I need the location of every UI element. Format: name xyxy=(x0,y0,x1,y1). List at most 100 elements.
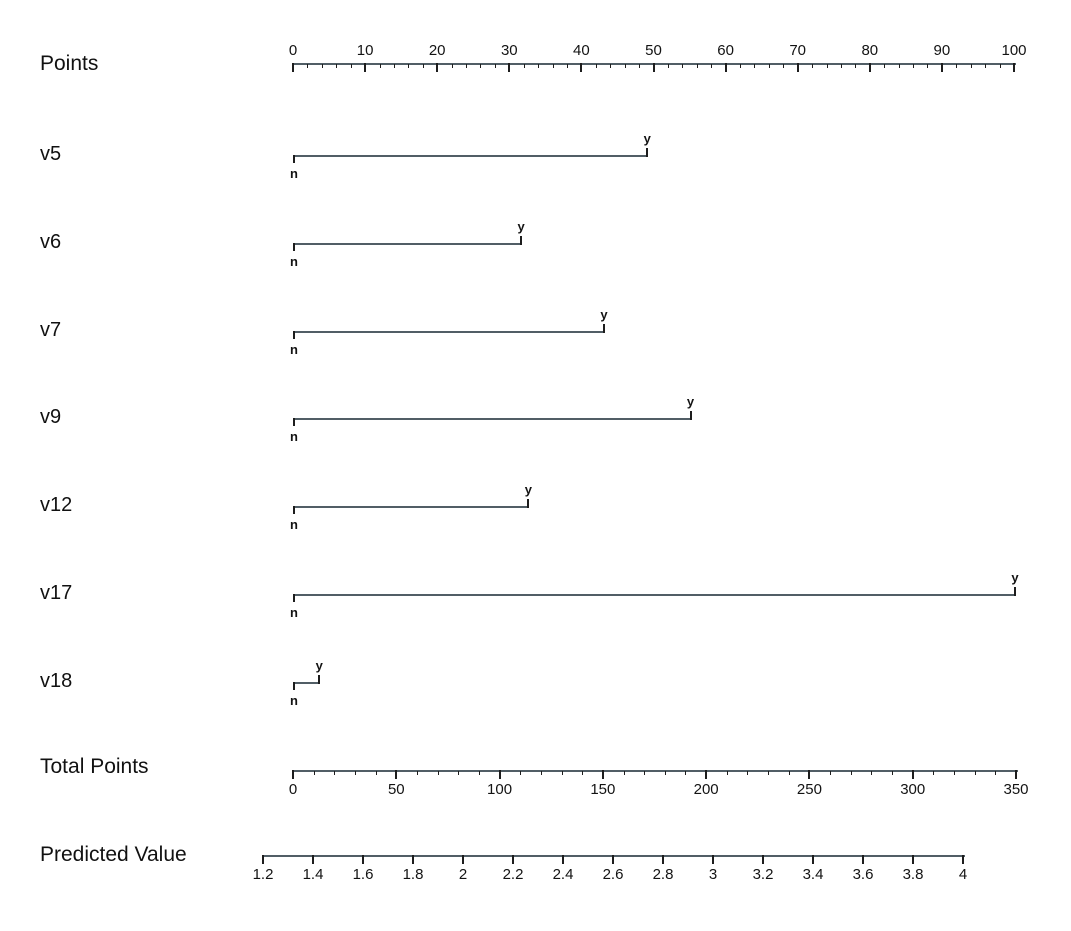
variable-low-tick xyxy=(293,506,295,514)
axis-minor-tick xyxy=(985,64,987,68)
axis-tick-label: 100 xyxy=(1001,42,1027,59)
variable-high-label: y xyxy=(315,658,323,673)
axis-minor-tick xyxy=(354,771,356,775)
variable-low-tick xyxy=(293,418,295,426)
variable-line xyxy=(293,682,321,684)
axis-major-tick xyxy=(762,855,764,864)
axis-major-tick xyxy=(612,855,614,864)
axis-tick-label: 90 xyxy=(933,42,951,59)
variable-low-tick xyxy=(293,594,295,602)
axis-tick-label: 4 xyxy=(958,866,968,883)
axis-minor-tick xyxy=(375,771,377,775)
axis-minor-tick xyxy=(892,771,894,775)
variable-low-tick xyxy=(293,243,295,251)
variable-low-label: n xyxy=(290,517,298,532)
axis-major-tick xyxy=(512,855,514,864)
axis-minor-tick xyxy=(422,64,424,68)
axis-tick-label: 1.6 xyxy=(352,866,374,883)
axis-major-tick xyxy=(962,855,964,864)
axis-major-tick xyxy=(580,63,583,72)
axis-tick-label: 60 xyxy=(717,42,734,59)
axis-tick-label: 150 xyxy=(590,781,616,798)
axis-major-tick xyxy=(808,770,811,779)
axis-tick-label: 1.2 xyxy=(252,866,274,883)
axis-tick-label: 2.8 xyxy=(652,866,674,883)
axis-minor-tick xyxy=(561,771,563,775)
variable-high-tick xyxy=(527,499,530,508)
axis-minor-tick xyxy=(437,771,439,775)
axis-line xyxy=(293,63,1016,65)
axis-tick-label: 20 xyxy=(428,42,446,59)
axis-line xyxy=(293,770,1018,772)
axis-tick-label: 3.4 xyxy=(802,866,824,883)
axis-major-tick xyxy=(724,63,727,72)
axis-minor-tick xyxy=(871,771,873,775)
axis-major-tick xyxy=(911,770,914,779)
axis-minor-tick xyxy=(970,64,972,68)
axis-minor-tick xyxy=(740,64,742,68)
axis-tick-label: 2.2 xyxy=(502,866,524,883)
axis-major-tick xyxy=(940,63,943,72)
variable-high-label: y xyxy=(517,219,525,234)
axis-minor-tick xyxy=(783,64,785,68)
variable-high-tick xyxy=(646,148,649,157)
variable-high-tick xyxy=(603,324,606,333)
axis-tick-label: 3 xyxy=(708,866,718,883)
axis-minor-tick xyxy=(494,64,496,68)
axis-minor-tick xyxy=(884,64,886,68)
variable-high-tick xyxy=(1014,587,1016,596)
axis-tick-label: 200 xyxy=(693,781,719,798)
axis-minor-tick xyxy=(855,64,857,68)
axis-minor-tick xyxy=(995,771,997,775)
axis-minor-tick xyxy=(954,771,956,775)
axis-tick-label: 0 xyxy=(288,781,298,798)
axis-minor-tick xyxy=(685,771,687,775)
axis-tick-label: 0 xyxy=(288,42,298,59)
variable-line xyxy=(293,418,692,420)
variable-high-label: y xyxy=(643,131,651,146)
axis-minor-tick xyxy=(956,64,958,68)
variable-high-label: y xyxy=(686,394,695,409)
axis-minor-tick xyxy=(812,64,814,68)
axis-major-tick xyxy=(652,63,655,72)
axis-minor-tick xyxy=(639,64,641,68)
axis-minor-tick xyxy=(379,64,381,68)
axis-tick-label: 350 xyxy=(1003,781,1029,798)
axis-tick-label: 2.4 xyxy=(552,866,574,883)
axis-minor-tick xyxy=(711,64,713,68)
axis-major-tick xyxy=(292,63,294,72)
axis-minor-tick xyxy=(480,64,482,68)
axis-major-tick xyxy=(868,63,871,72)
variable-name: v17 xyxy=(40,582,73,604)
axis-minor-tick xyxy=(644,771,646,775)
axis-minor-tick xyxy=(788,771,790,775)
axis-major-tick xyxy=(395,770,398,779)
axis-minor-tick xyxy=(334,771,336,775)
axis-major-tick xyxy=(508,63,511,72)
axis-tick-label: 3.8 xyxy=(902,866,924,883)
axis-major-tick xyxy=(364,63,367,72)
axis-minor-tick xyxy=(927,64,929,68)
variable-name: v18 xyxy=(40,670,73,692)
axis-minor-tick xyxy=(667,64,669,68)
axis-minor-tick xyxy=(898,64,900,68)
variable-low-label: n xyxy=(290,429,298,444)
axis-minor-tick xyxy=(307,64,309,68)
total-points-axis-title: Total Points xyxy=(40,755,149,778)
axis-major-tick xyxy=(462,855,464,864)
axis-major-tick xyxy=(436,63,439,72)
axis-tick-label: 10 xyxy=(356,42,374,59)
axis-tick-label: 50 xyxy=(645,42,662,59)
axis-minor-tick xyxy=(321,64,323,68)
axis-minor-tick xyxy=(974,771,976,775)
axis-tick-label: 40 xyxy=(573,42,590,59)
variable-high-tick xyxy=(689,411,692,420)
points-axis-title: Points xyxy=(40,52,99,75)
axis-major-tick xyxy=(562,855,564,864)
variable-line xyxy=(293,506,530,508)
axis-major-tick xyxy=(796,63,799,72)
axis-tick-label: 300 xyxy=(900,781,926,798)
variable-low-tick xyxy=(293,155,295,163)
variable-line xyxy=(293,594,1016,596)
axis-minor-tick xyxy=(523,64,525,68)
